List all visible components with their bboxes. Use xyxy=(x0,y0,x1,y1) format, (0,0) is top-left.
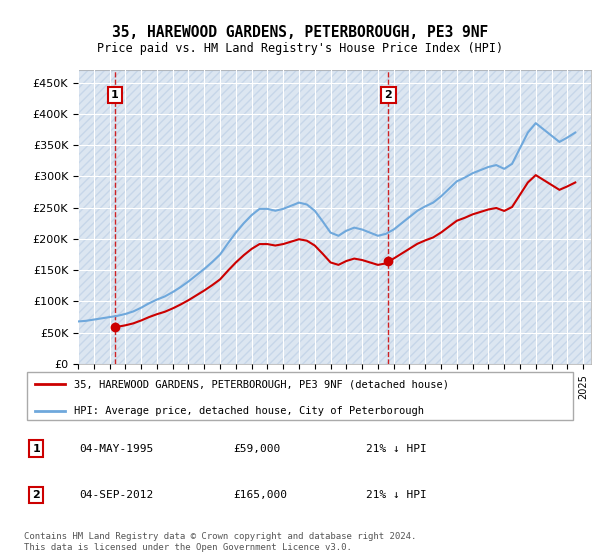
Text: Price paid vs. HM Land Registry's House Price Index (HPI): Price paid vs. HM Land Registry's House … xyxy=(97,42,503,55)
Text: 2: 2 xyxy=(32,490,40,500)
Text: This data is licensed under the Open Government Licence v3.0.: This data is licensed under the Open Gov… xyxy=(24,543,352,552)
Text: 21% ↓ HPI: 21% ↓ HPI xyxy=(366,490,427,500)
Text: 2: 2 xyxy=(385,90,392,100)
Text: Contains HM Land Registry data © Crown copyright and database right 2024.: Contains HM Land Registry data © Crown c… xyxy=(24,532,416,541)
Text: £165,000: £165,000 xyxy=(234,490,288,500)
Text: 21% ↓ HPI: 21% ↓ HPI xyxy=(366,444,427,454)
Text: 35, HAREWOOD GARDENS, PETERBOROUGH, PE3 9NF: 35, HAREWOOD GARDENS, PETERBOROUGH, PE3 … xyxy=(112,25,488,40)
Text: 35, HAREWOOD GARDENS, PETERBOROUGH, PE3 9NF (detached house): 35, HAREWOOD GARDENS, PETERBOROUGH, PE3 … xyxy=(74,380,449,390)
Text: £59,000: £59,000 xyxy=(234,444,281,454)
Text: 04-MAY-1995: 04-MAY-1995 xyxy=(79,444,154,454)
Text: 04-SEP-2012: 04-SEP-2012 xyxy=(79,490,154,500)
Text: HPI: Average price, detached house, City of Peterborough: HPI: Average price, detached house, City… xyxy=(74,406,424,416)
FancyBboxPatch shape xyxy=(27,372,573,420)
Text: 1: 1 xyxy=(111,90,119,100)
Text: 1: 1 xyxy=(32,444,40,454)
